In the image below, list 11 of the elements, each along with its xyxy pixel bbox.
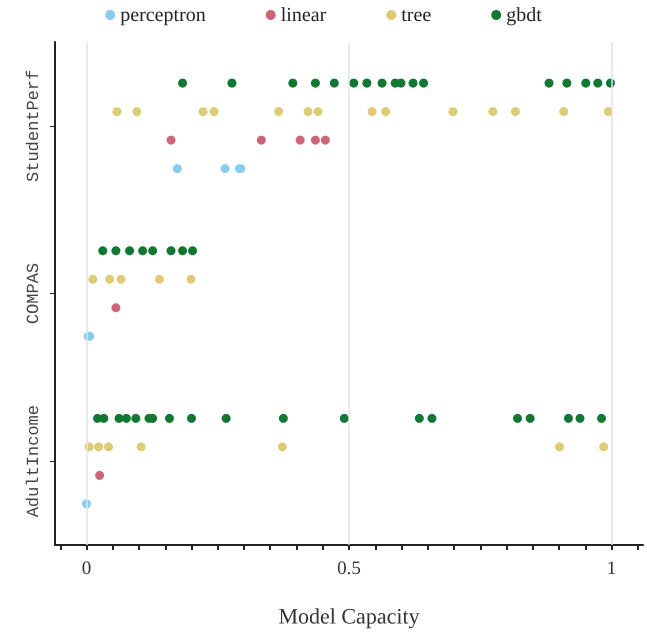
y-tick-label: AdultIncome <box>25 405 44 518</box>
legend-label: tree <box>401 4 432 26</box>
legend-label: perceptron <box>120 4 206 26</box>
x-axis-title: Model Capacity <box>278 604 420 628</box>
legend-label: linear <box>280 4 327 26</box>
x-tick-label: 1 <box>606 558 616 579</box>
x-tick-label: 0 <box>82 558 92 579</box>
y-tick-label: StudentPerf <box>25 70 44 182</box>
y-tick-label: COMPAS <box>25 262 44 324</box>
legend-label: gbdt <box>506 4 542 26</box>
x-tick-label: 0.5 <box>337 558 361 579</box>
